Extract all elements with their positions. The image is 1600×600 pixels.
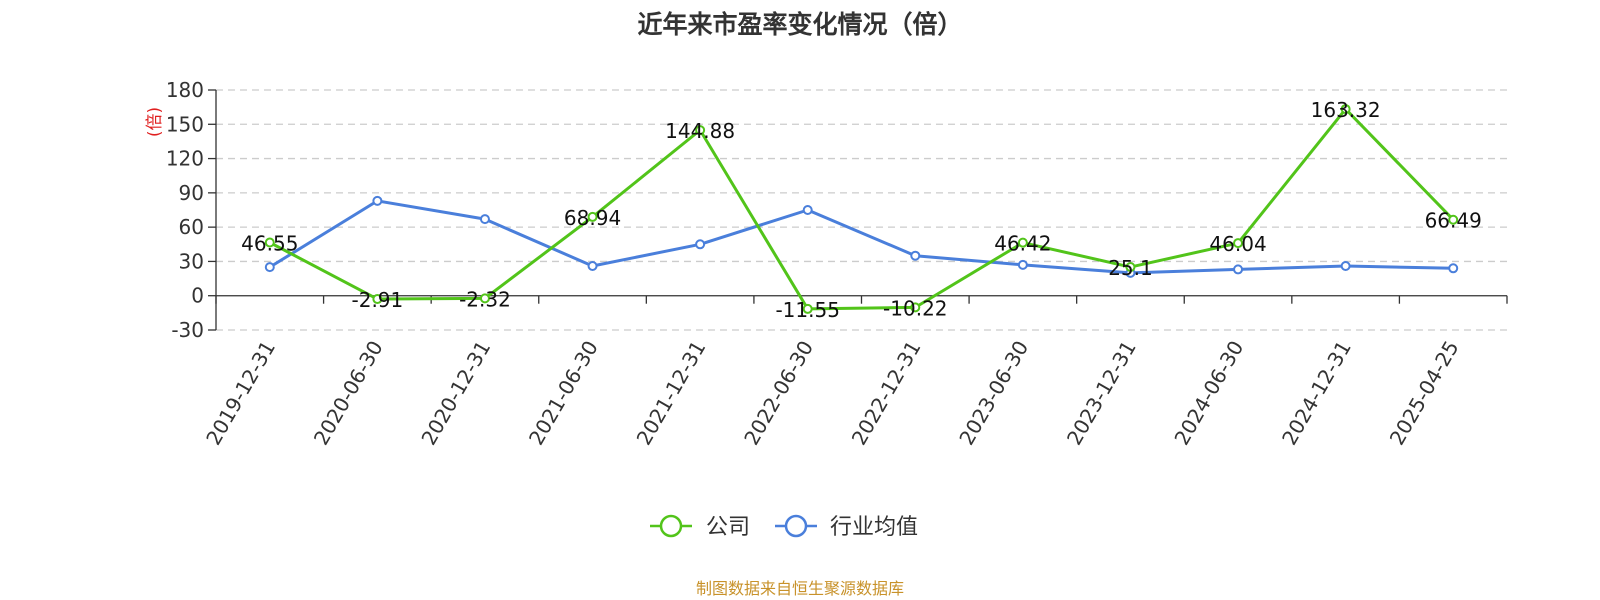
y-tick-label: 30: [179, 249, 204, 273]
data-label: 46.04: [1209, 232, 1266, 256]
series-line-industry-avg: [269, 199, 1454, 275]
data-label: -2.91: [352, 288, 404, 312]
x-tick-label: 2023-12-31: [1062, 337, 1141, 450]
legend-item-industry-avg[interactable]: 行业均值: [775, 514, 918, 540]
data-point: [695, 239, 706, 250]
chart-title: 近年来市盈率变化情况（倍）: [637, 10, 962, 39]
data-point: [1340, 104, 1351, 115]
data-label: 68.94: [564, 206, 621, 230]
data-label: 66.49: [1425, 209, 1482, 233]
y-tick-label: 120: [166, 147, 204, 171]
data-point: [1340, 261, 1351, 271]
x-tick-label: 2024-06-30: [1169, 337, 1248, 450]
y-tick-label: 0: [191, 284, 204, 308]
axes: -30 0 30 60 90 120 150 180 2019-12-31 2020-06-30 2…: [166, 78, 1508, 450]
x-tick-label: 2023-06-30: [954, 337, 1033, 450]
data-point: [587, 261, 598, 271]
data-label: 163.32: [1311, 98, 1381, 122]
legend-marker-swatch: [659, 514, 683, 538]
y-axis-unit-label: (倍): [145, 107, 165, 137]
data-point: [910, 250, 921, 261]
x-tick-label: 2021-06-30: [524, 337, 603, 450]
data-point: [695, 125, 706, 136]
series-line-company: [269, 107, 1455, 311]
x-tick-label: 2025-04-25: [1385, 337, 1464, 450]
data-label: -10.22: [883, 296, 947, 320]
y-tick-label: 60: [179, 215, 204, 239]
x-tick-label: 2019-12-31: [201, 337, 280, 450]
data-point: [802, 303, 813, 314]
data-source-note: 制图数据来自恒生聚源数据库: [696, 579, 904, 598]
gridlines: [216, 89, 1507, 331]
y-tick-label: 90: [179, 181, 204, 205]
data-point: [802, 205, 813, 215]
x-tick-label: 2022-12-31: [847, 337, 926, 450]
data-label: 46.42: [994, 232, 1051, 256]
legend-item-company[interactable]: 公司: [650, 514, 750, 540]
x-tick-label: 2021-12-31: [632, 337, 711, 450]
y-tick-label: 180: [166, 78, 204, 102]
data-point: [372, 195, 383, 206]
legend-label: 行业均值: [830, 515, 918, 540]
data-point: [587, 211, 598, 222]
data-label: 144.88: [665, 119, 735, 143]
legend[interactable]: 公司 行业均值: [650, 514, 918, 540]
data-point: [372, 294, 383, 305]
series-lines: [264, 104, 1459, 314]
legend-marker-swatch: [784, 514, 808, 538]
x-tick-label: 2020-12-31: [416, 337, 495, 450]
data-point: [479, 293, 490, 304]
data-label: -2.32: [459, 287, 511, 311]
data-point: [264, 237, 275, 248]
data-point: [1017, 237, 1028, 248]
y-tick-label: 150: [166, 112, 204, 136]
data-point: [1125, 262, 1136, 273]
y-tick-label: -30: [171, 318, 204, 342]
data-label: 46.55: [241, 232, 298, 256]
x-tick-label: 2022-06-30: [739, 337, 818, 450]
x-tick-label: 2020-06-30: [309, 337, 388, 450]
data-point: [1448, 214, 1459, 225]
data-labels: 46.55 -2.91 -2.32 68.94 144.88 -11.55 -10.22 46…: [241, 98, 1482, 322]
data-label: 25.1: [1108, 256, 1153, 280]
x-tick-label: 2024-12-31: [1277, 337, 1356, 450]
data-point: [1233, 264, 1244, 275]
data-point: [1448, 263, 1459, 274]
data-point: [910, 302, 921, 313]
data-point: [264, 262, 275, 273]
data-point: [479, 214, 490, 225]
data-point: [1017, 259, 1028, 270]
data-point: [1233, 238, 1244, 249]
data-label: -11.55: [775, 298, 839, 322]
legend-label: 公司: [706, 515, 750, 540]
